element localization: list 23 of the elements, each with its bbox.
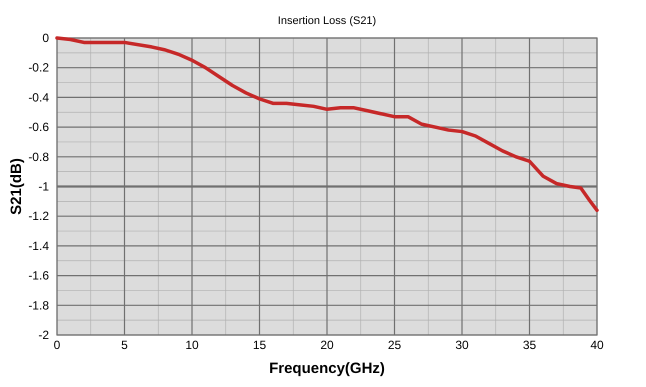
- x-tick-label: 0: [54, 338, 61, 352]
- y-tick-label: -0.8: [28, 150, 50, 164]
- chart-title: Insertion Loss (S21): [278, 15, 376, 27]
- y-tick-label: -0.2: [28, 60, 50, 75]
- x-tick-label: 35: [522, 338, 536, 352]
- x-tick-label: 15: [252, 338, 266, 352]
- y-axis-title: S21(dB): [8, 158, 25, 215]
- y-tick-label: -1.2: [28, 209, 50, 224]
- y-tick-label: -0.4: [28, 90, 50, 104]
- y-tick-label: 0: [42, 31, 50, 45]
- x-tick-label: 30: [455, 338, 469, 352]
- y-tick-label: -1: [38, 180, 50, 194]
- y-tick-label: -0.6: [28, 120, 50, 134]
- x-tick-label: 40: [590, 338, 604, 352]
- x-tick-label: 10: [185, 338, 199, 352]
- x-axis-title: Frequency(GHz): [269, 360, 385, 377]
- y-tick-label: -1.6: [28, 268, 50, 283]
- y-tick-label: -1.8: [28, 298, 50, 312]
- y-tick-label: -1.4: [28, 238, 50, 253]
- x-tick-label: 25: [388, 338, 402, 352]
- x-tick-label: 20: [320, 338, 334, 352]
- x-tick-label: 5: [121, 338, 128, 352]
- y-tick-label: -2: [38, 328, 50, 342]
